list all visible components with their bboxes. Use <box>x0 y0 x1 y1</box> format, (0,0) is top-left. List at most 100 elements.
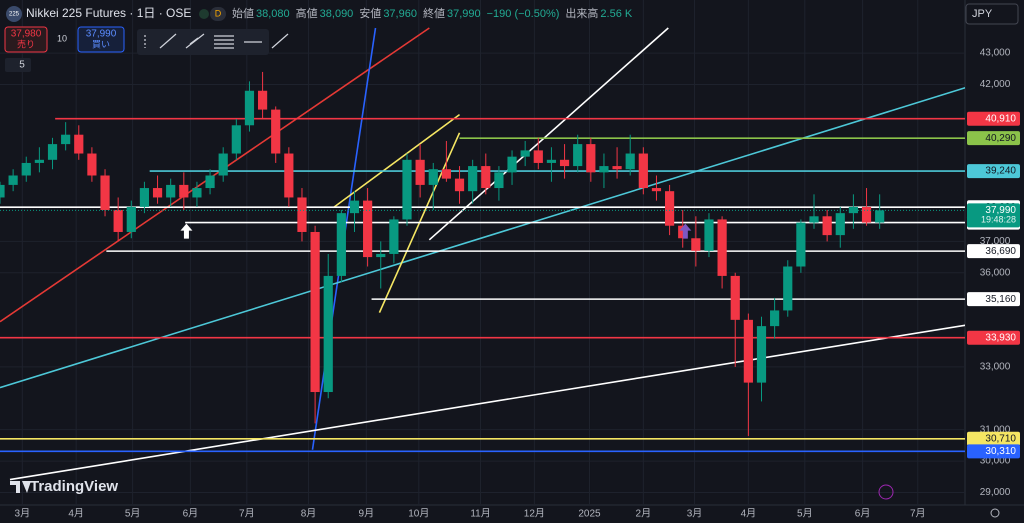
candle-body <box>546 159 557 163</box>
x-tick-label: 8月 <box>301 508 317 520</box>
extended-line-tool[interactable] <box>271 33 289 49</box>
candle-body <box>573 144 583 167</box>
price-label: 33,930 <box>985 332 1016 343</box>
sell-price: 37,980 <box>11 29 42 40</box>
ray-tool[interactable] <box>185 33 205 49</box>
x-tick-label: 6月 <box>855 508 871 520</box>
candle-body <box>349 200 360 214</box>
candle-body <box>507 156 517 173</box>
volume-value: 2.56 K <box>600 8 632 20</box>
x-tick-label: 2月 <box>636 508 652 520</box>
trendline-tool[interactable] <box>159 33 177 49</box>
buy-label: 買い <box>92 39 110 49</box>
price-label-box <box>967 244 1020 259</box>
candle-body <box>822 216 832 236</box>
candle-body <box>284 153 294 198</box>
x-tick-label: 10月 <box>408 508 429 520</box>
x-tick-label: 5月 <box>797 508 813 520</box>
candle-body <box>297 197 307 232</box>
price-label: 40,910 <box>985 113 1016 124</box>
sell-button[interactable] <box>4 26 48 53</box>
candle-body <box>271 109 281 154</box>
candle-body <box>192 188 202 198</box>
candle-body <box>139 188 150 207</box>
candle-body <box>559 159 570 167</box>
candle-body <box>756 326 767 383</box>
y-tick-label: 43,000 <box>980 48 1011 59</box>
price-label-box <box>967 330 1020 345</box>
candle-body <box>783 266 793 311</box>
ohlc-name: 安値 <box>359 6 381 20</box>
ohlc-name: 高値 <box>296 6 318 20</box>
y-tick-label: 42,000 <box>980 79 1011 90</box>
price-label: 30,710 <box>985 433 1016 444</box>
candle-body <box>323 275 333 393</box>
price-label: 36,690 <box>985 246 1016 257</box>
candle-body <box>428 169 438 185</box>
price-label-box <box>967 131 1020 146</box>
symbol-logo <box>6 6 22 22</box>
x-tick-label: 5月 <box>125 508 141 520</box>
y-tick-label: 30,000 <box>980 456 1011 467</box>
brand-logo <box>10 481 31 493</box>
price-label: 35,160 <box>985 294 1016 305</box>
candle-body <box>218 153 228 176</box>
spread: 10 <box>57 33 67 43</box>
indicator-toggle[interactable] <box>5 58 31 72</box>
candle-body <box>481 166 491 189</box>
price-label-box <box>967 431 1020 446</box>
x-tick-label: 9月 <box>359 508 375 520</box>
candle-body <box>336 213 346 276</box>
trend-line <box>9 324 965 481</box>
y-tick-label: 31,000 <box>980 424 1011 435</box>
candle-body <box>205 175 215 189</box>
candle-body <box>310 231 320 393</box>
candle-body <box>796 222 806 267</box>
price-label: 39,240 <box>985 166 1016 177</box>
ohlc-name: 終値 <box>423 6 445 20</box>
status-dot <box>199 9 209 19</box>
settings-icon[interactable] <box>990 508 1000 518</box>
currency[interactable]: JPY <box>972 8 993 20</box>
y-tick-label: 29,000 <box>980 487 1011 498</box>
ohlc-value: 38,080 <box>256 8 290 20</box>
symbol-title[interactable]: Nikkei 225 Futures · 1日 · OSE <box>26 6 191 20</box>
x-tick-label: 12月 <box>524 508 545 520</box>
x-tick-label: 3月 <box>15 508 31 520</box>
candle-body <box>231 125 241 154</box>
x-tick-label: 4月 <box>68 508 84 520</box>
candle-body <box>441 169 451 179</box>
currency-button[interactable] <box>965 3 1019 25</box>
candle-body <box>494 172 504 189</box>
alert-icon[interactable] <box>878 484 894 500</box>
candle-body <box>74 134 84 154</box>
candle-body <box>586 144 596 173</box>
price-label: 40,290 <box>985 133 1016 144</box>
candle-body <box>809 216 819 223</box>
candle-body <box>678 225 688 239</box>
candle-body <box>244 90 255 126</box>
candle-body <box>638 153 648 189</box>
candle-body <box>599 166 609 173</box>
price-label-box <box>967 292 1020 307</box>
countdown: 19:48:28 <box>981 215 1016 225</box>
current-price-label: 37,990 <box>985 205 1016 216</box>
x-tick-label: 11月 <box>470 508 490 520</box>
candle-body <box>743 319 753 383</box>
buy-price: 37,990 <box>86 29 117 40</box>
trend-line <box>0 27 430 323</box>
ohlc-value: 37,960 <box>383 8 417 20</box>
candle-body <box>257 90 268 110</box>
candle-body <box>533 150 543 163</box>
candle-body <box>47 144 58 160</box>
y-tick-label: 36,000 <box>980 267 1011 278</box>
price-label-box <box>967 444 1020 459</box>
indicator-count: 5 <box>19 60 25 71</box>
buy-button[interactable] <box>77 26 125 53</box>
fib-tool[interactable] <box>214 35 234 49</box>
candle-body <box>848 206 858 214</box>
candle-body <box>376 253 386 258</box>
candle-body <box>21 162 31 176</box>
market-status: D <box>215 8 222 18</box>
